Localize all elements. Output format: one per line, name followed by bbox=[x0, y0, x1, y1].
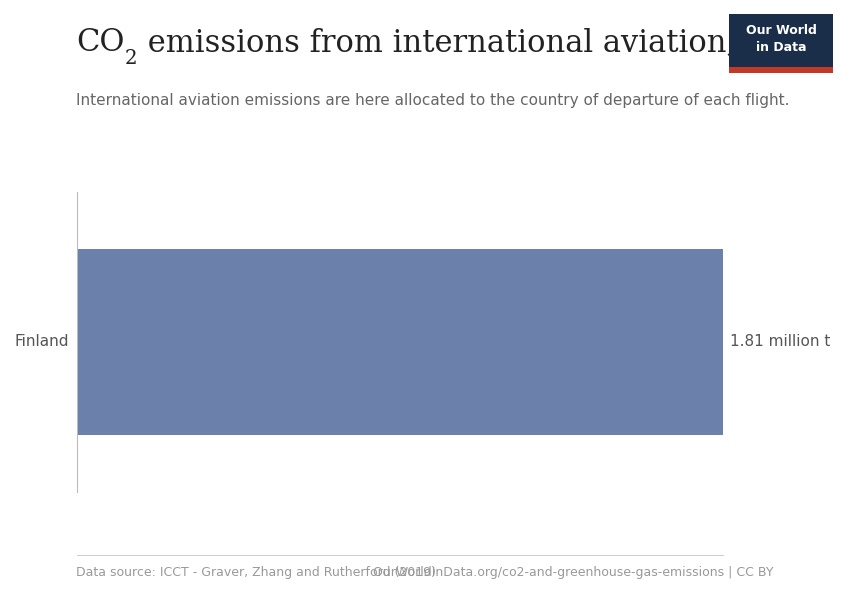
Text: 2: 2 bbox=[125, 49, 138, 68]
Text: CO: CO bbox=[76, 27, 125, 58]
Text: 1.81 million t: 1.81 million t bbox=[730, 335, 830, 349]
Text: Data source: ICCT - Graver, Zhang and Rutherford (2019): Data source: ICCT - Graver, Zhang and Ru… bbox=[76, 566, 436, 579]
Bar bbox=[76, 249, 722, 435]
Text: Our World
in Data: Our World in Data bbox=[745, 24, 817, 54]
Text: OurWorldInData.org/co2-and-greenhouse-gas-emissions | CC BY: OurWorldInData.org/co2-and-greenhouse-ga… bbox=[373, 566, 774, 579]
Text: International aviation emissions are here allocated to the country of departure : International aviation emissions are her… bbox=[76, 93, 790, 108]
Text: Finland: Finland bbox=[14, 335, 69, 349]
Text: emissions from international aviation, 2018: emissions from international aviation, 2… bbox=[138, 27, 824, 58]
